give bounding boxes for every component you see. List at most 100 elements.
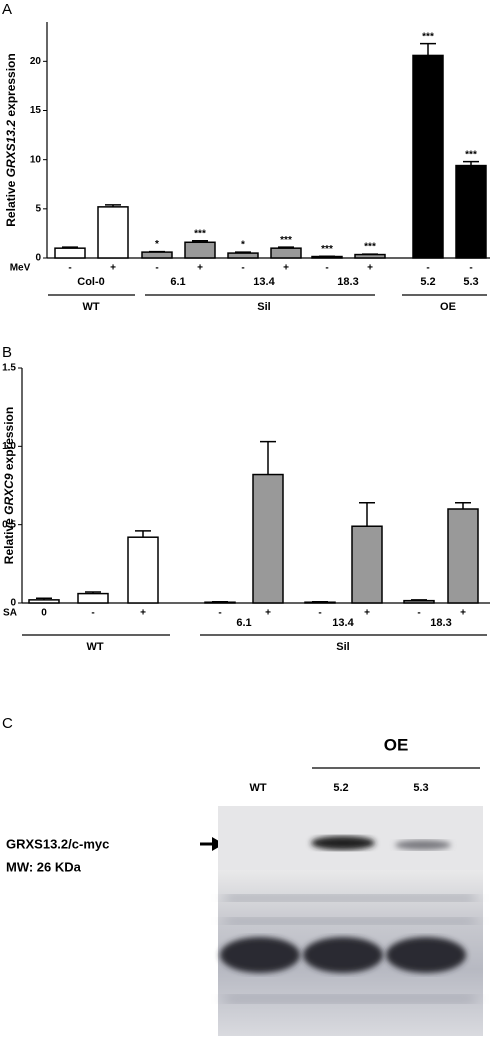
- y-axis-label: Relative GRXC9 expression: [2, 407, 16, 564]
- significance-label: *: [241, 240, 245, 251]
- error-bar: [135, 530, 151, 538]
- x-tick-label: -: [318, 608, 321, 619]
- x-tick-label: -: [155, 263, 158, 274]
- band-label: GRXS13.2/c-myc: [6, 836, 109, 851]
- group-label: OE: [440, 301, 456, 313]
- blot-top: [218, 806, 483, 878]
- group-label: Sil: [257, 301, 270, 313]
- y-tick-label: 1.0: [2, 441, 16, 452]
- y-label-part: Relative: [4, 180, 18, 226]
- x-tick-label: +: [283, 263, 289, 274]
- x-tick-label: +: [140, 608, 146, 619]
- x-tick-label: -: [68, 263, 71, 274]
- oe-label: OE: [384, 735, 409, 754]
- x-tick-label: +: [460, 608, 466, 619]
- blot-loading: [218, 870, 483, 1036]
- error-bar: [85, 591, 101, 594]
- y-tick-label: 1.5: [2, 363, 16, 374]
- y-tick-label: 5: [35, 203, 41, 214]
- row-label: MeV: [10, 263, 31, 274]
- error-bar: [105, 204, 121, 207]
- lane-label: 5.3: [413, 782, 428, 794]
- subgroup-label: 5.3: [463, 276, 478, 288]
- error-bar: [192, 240, 208, 243]
- bar: [54, 247, 86, 259]
- y-label-part: Relative: [2, 518, 16, 564]
- y-axis-label: Relative GRXS13.2 expression: [4, 53, 18, 226]
- panel-label: C: [2, 715, 13, 732]
- subgroup-label: 13.4: [253, 276, 275, 288]
- error-bar: [455, 501, 471, 509]
- error-bar: [235, 251, 251, 254]
- error-bar: [36, 597, 52, 600]
- x-tick-label: 0: [41, 608, 47, 619]
- row-label: SA: [3, 608, 17, 619]
- subgroup-label: 6.1: [236, 617, 251, 629]
- significance-label: ***: [364, 242, 376, 253]
- y-tick-label: 0: [10, 598, 16, 609]
- significance-label: ***: [321, 244, 333, 255]
- y-tick-label: 0.5: [2, 519, 16, 530]
- bar: [403, 599, 435, 604]
- x-tick-label: +: [364, 608, 370, 619]
- x-tick-label: -: [325, 263, 328, 274]
- x-tick-label: -: [417, 608, 420, 619]
- group-label: WT: [86, 641, 103, 653]
- x-tick-label: -: [241, 263, 244, 274]
- bar: [77, 592, 109, 604]
- bar: [351, 525, 383, 604]
- x-tick-label: -: [426, 263, 429, 274]
- error-bar: [411, 599, 427, 601]
- y-label-part: expression: [4, 53, 18, 116]
- y-tick-label: 15: [30, 105, 42, 116]
- x-tick-label: +: [110, 263, 116, 274]
- error-bar: [463, 160, 479, 166]
- y-label-part: GRXS13.2: [4, 120, 18, 178]
- significance-label: ***: [280, 235, 292, 246]
- bar: [184, 241, 216, 259]
- bar: [455, 164, 487, 259]
- error-bar: [359, 501, 375, 527]
- error-bar: [278, 246, 294, 249]
- subgroup-label: 5.2: [420, 276, 435, 288]
- subgroup-label: 18.3: [430, 617, 451, 629]
- bar: [28, 599, 60, 604]
- subgroup-label: 6.1: [170, 276, 185, 288]
- x-tick-label: -: [91, 608, 94, 619]
- bar: [354, 253, 386, 259]
- error-bar: [62, 246, 78, 249]
- y-tick-label: 0: [35, 253, 41, 264]
- bar: [412, 54, 444, 259]
- x-tick-label: -: [218, 608, 221, 619]
- significance-label: ***: [194, 228, 206, 239]
- x-tick-label: +: [197, 263, 203, 274]
- group-label: Sil: [336, 641, 349, 653]
- y-tick-label: 10: [30, 154, 42, 165]
- subgroup-label: 13.4: [332, 617, 354, 629]
- bar: [97, 206, 129, 259]
- bar: [447, 508, 479, 604]
- x-tick-label: +: [367, 263, 373, 274]
- bar: [127, 536, 159, 604]
- panel-label: B: [2, 344, 12, 361]
- y-label-part: expression: [2, 407, 16, 470]
- panel-label: A: [2, 1, 12, 18]
- subgroup-label: 18.3: [337, 276, 358, 288]
- subgroup-label: Col-0: [77, 276, 105, 288]
- significance-label: ***: [465, 149, 477, 160]
- lane-label: 5.2: [333, 782, 348, 794]
- bar: [227, 252, 259, 259]
- error-bar: [420, 42, 436, 56]
- y-tick-label: 20: [30, 56, 42, 67]
- error-bar: [260, 440, 276, 475]
- bar: [141, 251, 173, 259]
- x-tick-label: +: [265, 608, 271, 619]
- mw-label: MW: 26 KDa: [6, 859, 82, 874]
- significance-label: *: [155, 239, 159, 250]
- bar: [252, 473, 284, 604]
- x-tick-label: -: [469, 263, 472, 274]
- significance-label: ***: [422, 31, 434, 42]
- bar: [270, 247, 302, 259]
- group-label: WT: [82, 301, 99, 313]
- lane-label: WT: [249, 782, 266, 794]
